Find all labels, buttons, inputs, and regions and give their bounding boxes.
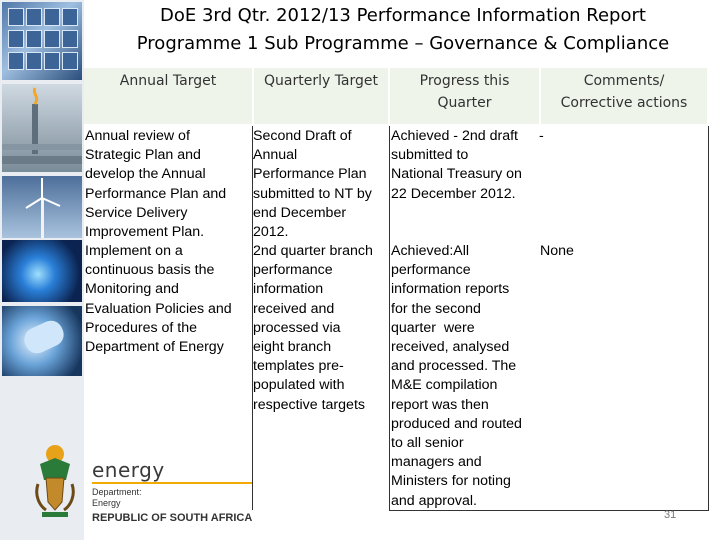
title-line-2: Programme 1 Sub Programme – Governance &… <box>136 33 670 54</box>
light-bulb-image <box>2 306 82 376</box>
column-divider <box>708 126 709 510</box>
title-line-1: DoE 3rd Qtr. 2012/13 Performance Informa… <box>160 5 646 26</box>
header-comments: Comments/ Corrective actions <box>541 68 707 124</box>
row1-comments: - <box>539 128 544 144</box>
brand-underline <box>92 482 252 484</box>
pipeline-image <box>2 84 82 172</box>
page-number: 31 <box>664 509 677 521</box>
row1-progress: Achieved - 2nd draft submitted to Nation… <box>391 128 522 202</box>
energy-brand-text: energy <box>92 458 165 482</box>
header-progress: Progress this Quarter <box>390 68 539 124</box>
column-divider <box>389 126 390 510</box>
table-bottom-border <box>389 510 709 511</box>
row2-quarterly-target: 2nd quarter branch performance informati… <box>253 243 373 413</box>
solar-panel-image <box>2 2 82 80</box>
republic-label: REPUBLIC OF SOUTH AFRICA <box>92 512 253 524</box>
row2-comments: None <box>540 243 574 259</box>
coat-of-arms-logo <box>32 440 78 520</box>
row1-annual-target: Annual review of Strategic Plan and deve… <box>85 128 227 241</box>
page-title: DoE 3rd Qtr. 2012/13 Performance Informa… <box>86 2 720 58</box>
row1-quarterly-target: Second Draft of Annual Performance Plan … <box>253 128 372 241</box>
row2-progress: Achieved:All performance information rep… <box>391 243 522 509</box>
department-label: Department: Energy <box>92 487 142 508</box>
row2-annual-target: Implement on a continuous basis the Moni… <box>85 243 232 356</box>
sidebar-image-strip <box>0 0 84 540</box>
column-divider <box>252 126 253 510</box>
header-annual-target: Annual Target <box>84 68 252 124</box>
wind-turbine-image <box>2 176 82 238</box>
gas-flame-image <box>2 240 82 302</box>
header-quarterly-target: Quarterly Target <box>254 68 388 124</box>
